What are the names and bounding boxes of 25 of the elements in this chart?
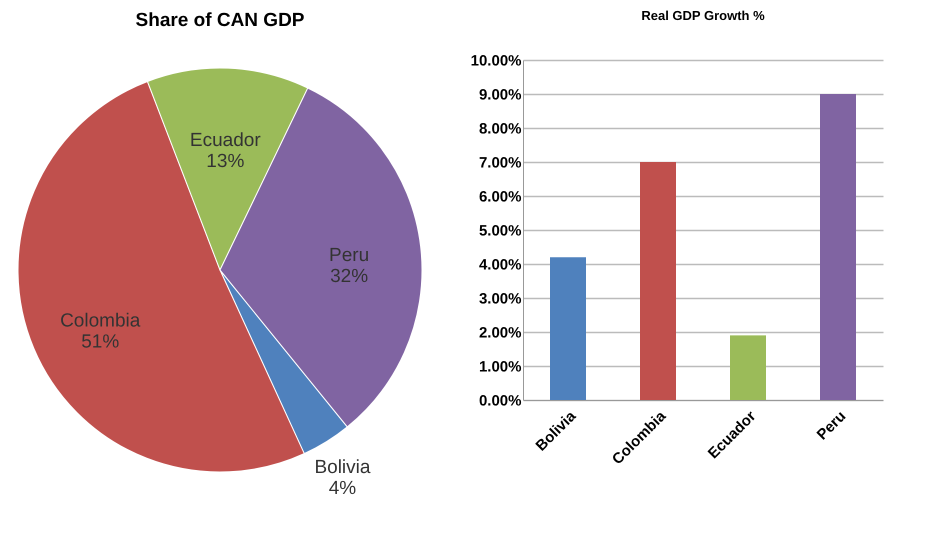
data-label: 13% [206, 151, 244, 172]
y-tick-label: 3.00% [478, 290, 522, 308]
chart-title: Share of CAN GDP [136, 10, 305, 31]
y-tick-label: 5.00% [478, 222, 522, 240]
slice-label: Bolivia [314, 457, 371, 478]
data-label: 51% [81, 331, 120, 352]
bar [550, 257, 586, 400]
y-tick-label: 4.00% [478, 256, 522, 274]
slice-label: Peru [329, 244, 370, 266]
bar [640, 162, 676, 400]
chart-title: Real GDP Growth % [641, 8, 766, 23]
y-tick-label: 7.00% [478, 154, 522, 172]
slice-label: Ecuador [190, 130, 262, 152]
y-tick-label: 2.00% [478, 324, 522, 342]
y-tick-label: 8.00% [478, 120, 522, 138]
y-tick-label: 0.00% [478, 392, 522, 410]
y-tick-label: 9.00% [478, 86, 522, 104]
slice-label: Colombia [60, 310, 141, 332]
bar [730, 335, 766, 400]
y-tick-label: 6.00% [478, 188, 522, 206]
y-tick-label: 10.00% [470, 52, 522, 70]
data-label: 32% [330, 266, 368, 287]
y-tick-label: 1.00% [478, 358, 522, 376]
bar [820, 94, 856, 400]
data-label: 4% [328, 478, 356, 500]
